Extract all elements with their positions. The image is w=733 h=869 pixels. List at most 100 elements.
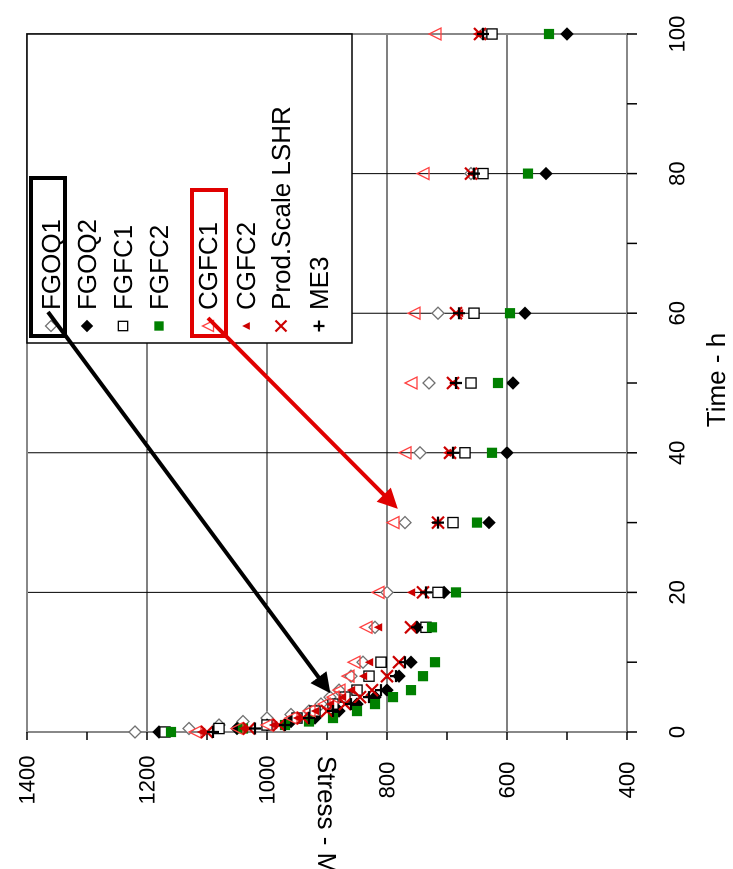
x-tick-label: 20 — [665, 580, 690, 604]
point-fgoq1 — [422, 376, 436, 390]
point-me3 — [279, 719, 291, 732]
legend-label: FGFC2 — [144, 225, 174, 310]
point-cgfc2 — [268, 720, 278, 730]
point-fgfc2 — [486, 447, 498, 458]
point-fgfc2 — [522, 168, 534, 179]
point-cgfc2 — [292, 713, 302, 723]
legend-label: Prod.Scale LSHR — [266, 106, 296, 310]
point-fgfc2 — [429, 657, 441, 668]
arrow-cgfc1 — [206, 316, 398, 509]
point-me3 — [432, 516, 444, 529]
point-fgfc2 — [543, 28, 555, 40]
data-marks — [128, 26, 574, 740]
point-cgfc1 — [331, 683, 346, 698]
point-fgoq1 — [413, 445, 427, 460]
point-fgoq2 — [506, 376, 520, 390]
point-cgfc1 — [385, 515, 400, 530]
point-fgoq1 — [380, 585, 394, 600]
legend-marker-me3 — [313, 320, 325, 332]
point-me3 — [345, 698, 357, 711]
point-fgoq1 — [182, 721, 196, 736]
point-cgfc1 — [397, 445, 412, 460]
y-tick-label: 1200 — [135, 756, 160, 805]
legend-label: FGOQ1 — [36, 219, 66, 310]
point-fgfc2 — [387, 692, 399, 703]
y-tick-label: 800 — [375, 762, 400, 799]
x-tick-label: 0 — [665, 726, 690, 738]
legend-marker-fgfc2 — [154, 321, 164, 331]
x-tick-label: 80 — [665, 161, 690, 185]
point-me3 — [249, 722, 261, 735]
point-fgfc2 — [504, 308, 516, 319]
x-tick-label: 100 — [665, 16, 690, 53]
point-fgoq2 — [500, 446, 514, 460]
point-cgfc1 — [370, 585, 385, 600]
point-me3 — [411, 621, 423, 634]
point-cgfc1 — [340, 669, 355, 684]
point-fgfc1 — [432, 586, 444, 599]
point-cgfc2 — [238, 724, 248, 733]
legend-box — [26, 33, 353, 344]
legend-marker-cgfc2 — [242, 322, 250, 330]
point-fgoq2 — [482, 515, 496, 530]
point-me3 — [420, 586, 432, 599]
point-fgfc2 — [471, 517, 483, 528]
legend-label: CGFC2 — [231, 222, 261, 310]
legend: FGOQ1 FGOQ2 FGFC1 FGFC2 CGFC1 CGFC2 Prod.Scale… — [26, 33, 353, 344]
point-cgfc1 — [346, 655, 361, 670]
point-fgfc1 — [459, 447, 471, 459]
legend-label: ME3 — [304, 257, 334, 310]
point-cgfc2 — [373, 623, 383, 632]
legend-marker-prod-scale-lshr — [274, 319, 288, 333]
arrow-fgoq1 — [46, 310, 331, 694]
annotations — [29, 176, 398, 694]
point-me3 — [447, 446, 459, 459]
point-prod-scale-lshr — [380, 669, 394, 683]
tick-labels: 0 20 40 60 80 100 400 600 800 1000 1200 1400 — [15, 16, 690, 805]
point-fgfc1 — [468, 307, 480, 319]
point-fgfc2 — [450, 587, 462, 598]
point-fgoq1 — [398, 515, 412, 530]
point-fgfc2 — [417, 671, 429, 682]
legend-marker-fgfc1 — [117, 320, 129, 332]
point-fgfc2 — [405, 685, 417, 696]
point-cgfc2 — [364, 658, 374, 667]
legend-highlight-cgfc1 — [190, 188, 228, 338]
point-me3 — [399, 656, 411, 669]
point-cgfc1 — [403, 375, 418, 391]
point-cgfc2 — [358, 671, 368, 681]
point-me3 — [453, 307, 465, 320]
legend-label: CGFC1 — [193, 222, 223, 310]
point-cgfc2 — [406, 588, 416, 597]
point-fgfc1 — [447, 516, 459, 529]
point-me3 — [477, 28, 489, 40]
point-me3 — [363, 691, 375, 704]
point-cgfc1 — [427, 26, 442, 42]
point-cgfc1 — [415, 166, 430, 181]
y-axis-title: Stress - MPa — [312, 756, 342, 869]
point-cgfc1 — [406, 306, 421, 321]
y-tick-label: 1000 — [255, 756, 280, 805]
point-me3 — [375, 684, 387, 697]
point-fgfc2 — [492, 377, 504, 389]
point-fgfc1 — [375, 656, 387, 668]
point-cgfc2 — [337, 692, 347, 702]
point-fgoq2 — [539, 166, 553, 181]
point-fgoq2 — [560, 27, 574, 41]
point-fgfc2 — [426, 622, 438, 633]
point-fgfc2 — [327, 712, 339, 724]
point-me3 — [468, 167, 480, 180]
point-fgoq1 — [431, 306, 445, 321]
x-tick-label: 40 — [665, 441, 690, 465]
x-axis-title: Time - h — [701, 333, 731, 427]
point-prod-scale-lshr — [353, 690, 367, 704]
point-me3 — [327, 705, 339, 718]
x-tick-label: 60 — [665, 301, 690, 325]
point-fgoq1 — [128, 725, 142, 739]
point-me3 — [390, 670, 402, 683]
point-fgfc2 — [369, 698, 381, 710]
point-fgoq2 — [518, 306, 532, 320]
point-fgfc1 — [465, 377, 477, 389]
point-cgfc1 — [358, 620, 373, 635]
